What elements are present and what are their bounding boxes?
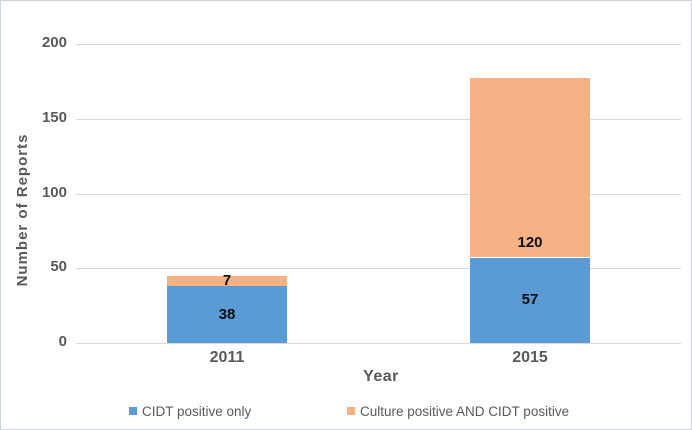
- legend-item: CIDT positive only: [129, 403, 251, 419]
- x-category-label: 2011: [209, 349, 245, 366]
- legend-marker-icon: [129, 407, 137, 415]
- bar-segment: [167, 276, 287, 286]
- y-tick-label: 150: [41, 109, 67, 126]
- legend-label: Culture positive AND CIDT positive: [360, 404, 570, 419]
- gridline: [76, 268, 681, 269]
- x-axis-title: Year: [363, 368, 399, 385]
- bar-value-label: 120: [517, 234, 543, 251]
- y-tick-label: 50: [50, 258, 67, 275]
- bar-value-label: 38: [218, 306, 236, 323]
- legend-label: CIDT positive only: [142, 404, 252, 419]
- bar-value-label: 7: [222, 272, 232, 289]
- bar-segment: [470, 258, 590, 343]
- y-tick-label: 0: [58, 333, 67, 350]
- gridline: [76, 343, 681, 344]
- y-tick-label: 200: [41, 34, 67, 51]
- x-category-label: 2015: [512, 349, 548, 366]
- legend-item: Culture positive AND CIDT positive: [347, 403, 569, 419]
- gridline: [76, 119, 681, 120]
- legend-marker-icon: [347, 407, 355, 415]
- gridline: [76, 194, 681, 195]
- gridline: [76, 44, 681, 45]
- bar-value-label: 57: [521, 291, 539, 308]
- y-tick-label: 100: [41, 184, 67, 201]
- bar-segment: [167, 286, 287, 343]
- bar-segment: [470, 78, 590, 257]
- y-axis-title: Number of Reports: [14, 133, 31, 287]
